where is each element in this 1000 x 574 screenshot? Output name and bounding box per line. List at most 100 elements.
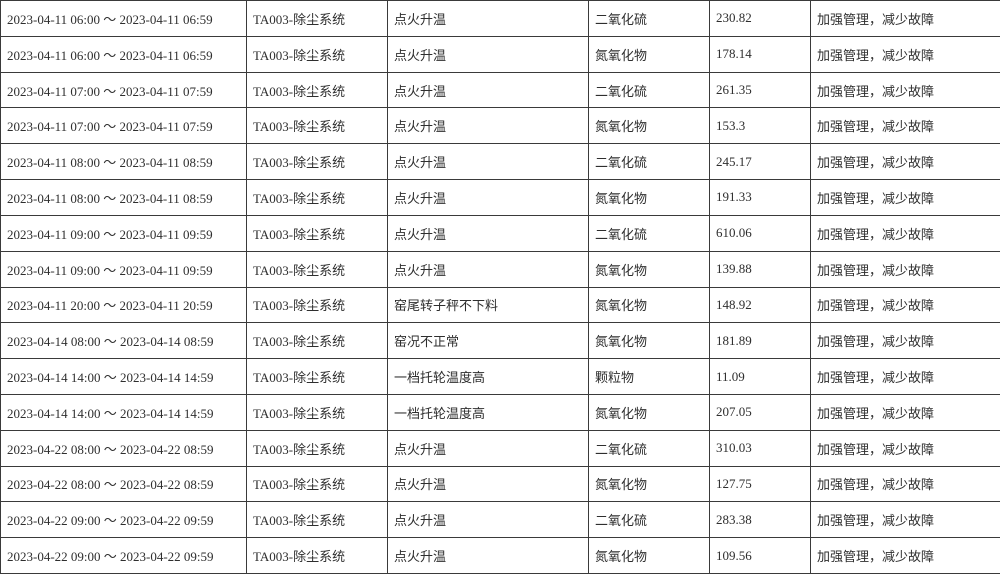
cell-pollutant: 二氧化硫 [588,214,710,252]
cell-value: 178.14 [709,35,811,73]
cell-system: TA003-除尘系统 [246,35,388,73]
cell-pollutant: 氮氧化物 [588,286,710,324]
table-row: 2023-04-14 14:00 ～ 2023-04-14 14:59 TA00… [0,393,1000,431]
table-row: 2023-04-11 09:00 ～ 2023-04-11 09:59 TA00… [0,250,1000,288]
table-row: 2023-04-11 06:00 ～ 2023-04-11 06:59 TA00… [0,35,1000,73]
cell-time-range: 2023-04-22 09:00 ～ 2023-04-22 09:59 [0,537,247,574]
cell-suggestion: 加强管理，减少故障 [810,393,1000,431]
cell-value: 245.17 [709,143,811,181]
cell-time-range: 2023-04-11 08:00 ～ 2023-04-11 08:59 [0,143,247,181]
cell-pollutant: 氮氧化物 [588,465,710,503]
cell-time-range: 2023-04-11 06:00 ～ 2023-04-11 06:59 [0,35,247,73]
table-row: 2023-04-11 07:00 ～ 2023-04-11 07:59 TA00… [0,107,1000,145]
cell-reason: 点火升温 [387,465,589,503]
cell-reason: 一档托轮温度高 [387,358,589,395]
cell-suggestion: 加强管理，减少故障 [810,107,1000,145]
cell-value: 153.3 [709,107,811,145]
table-row: 2023-04-22 09:00 ～ 2023-04-22 09:59 TA00… [0,501,1000,539]
cell-time-range: 2023-04-14 14:00 ～ 2023-04-14 14:59 [0,393,247,431]
cell-system: TA003-除尘系统 [246,429,388,467]
cell-time-range: 2023-04-14 14:00 ～ 2023-04-14 14:59 [0,358,247,395]
cell-value: 261.35 [709,71,811,109]
cell-suggestion: 加强管理，减少故障 [810,429,1000,467]
cell-time-range: 2023-04-22 08:00 ～ 2023-04-22 08:59 [0,465,247,503]
cell-system: TA003-除尘系统 [246,537,388,574]
cell-system: TA003-除尘系统 [246,214,388,252]
cell-reason: 窑尾转子秤不下料 [387,286,589,324]
cell-suggestion: 加强管理，减少故障 [810,501,1000,539]
cell-pollutant: 二氧化硫 [588,71,710,109]
cell-time-range: 2023-04-11 08:00 ～ 2023-04-11 08:59 [0,179,247,216]
cell-pollutant: 二氧化硫 [588,143,710,181]
cell-system: TA003-除尘系统 [246,393,388,431]
cell-value: 127.75 [709,465,811,503]
cell-pollutant: 二氧化硫 [588,501,710,539]
table-row: 2023-04-11 08:00 ～ 2023-04-11 08:59 TA00… [0,143,1000,181]
table-row: 2023-04-11 06:00 ～ 2023-04-11 06:59 TA00… [0,0,1000,37]
cell-reason: 点火升温 [387,250,589,288]
table-row: 2023-04-22 08:00 ～ 2023-04-22 08:59 TA00… [0,429,1000,467]
cell-value: 230.82 [709,0,811,37]
cell-time-range: 2023-04-11 09:00 ～ 2023-04-11 09:59 [0,250,247,288]
cell-value: 207.05 [709,393,811,431]
cell-suggestion: 加强管理，减少故障 [810,537,1000,574]
cell-time-range: 2023-04-22 09:00 ～ 2023-04-22 09:59 [0,501,247,539]
cell-system: TA003-除尘系统 [246,465,388,503]
cell-pollutant: 氮氧化物 [588,35,710,73]
cell-reason: 点火升温 [387,501,589,539]
cell-pollutant: 氮氧化物 [588,393,710,431]
cell-suggestion: 加强管理，减少故障 [810,465,1000,503]
cell-reason: 点火升温 [387,179,589,216]
cell-system: TA003-除尘系统 [246,179,388,216]
cell-reason: 点火升温 [387,0,589,37]
cell-system: TA003-除尘系统 [246,286,388,324]
table-row: 2023-04-11 08:00 ～ 2023-04-11 08:59 TA00… [0,179,1000,216]
cell-pollutant: 二氧化硫 [588,429,710,467]
cell-reason: 一档托轮温度高 [387,393,589,431]
cell-system: TA003-除尘系统 [246,358,388,395]
table-row: 2023-04-22 08:00 ～ 2023-04-22 08:59 TA00… [0,465,1000,503]
cell-suggestion: 加强管理，减少故障 [810,250,1000,288]
cell-value: 283.38 [709,501,811,539]
table-row: 2023-04-22 09:00 ～ 2023-04-22 09:59 TA00… [0,537,1000,574]
cell-value: 181.89 [709,322,811,360]
cell-system: TA003-除尘系统 [246,143,388,181]
cell-suggestion: 加强管理，减少故障 [810,214,1000,252]
cell-pollutant: 氮氧化物 [588,250,710,288]
cell-value: 109.56 [709,537,811,574]
cell-value: 148.92 [709,286,811,324]
cell-suggestion: 加强管理，减少故障 [810,322,1000,360]
cell-reason: 点火升温 [387,214,589,252]
cell-pollutant: 氮氧化物 [588,537,710,574]
table-row: 2023-04-14 14:00 ～ 2023-04-14 14:59 TA00… [0,358,1000,395]
cell-value: 310.03 [709,429,811,467]
cell-system: TA003-除尘系统 [246,71,388,109]
cell-suggestion: 加强管理，减少故障 [810,358,1000,395]
cell-suggestion: 加强管理，减少故障 [810,143,1000,181]
cell-suggestion: 加强管理，减少故障 [810,35,1000,73]
cell-reason: 点火升温 [387,35,589,73]
cell-value: 610.06 [709,214,811,252]
cell-time-range: 2023-04-14 08:00 ～ 2023-04-14 08:59 [0,322,247,360]
cell-suggestion: 加强管理，减少故障 [810,0,1000,37]
cell-pollutant: 氮氧化物 [588,107,710,145]
cell-value: 191.33 [709,179,811,216]
cell-system: TA003-除尘系统 [246,0,388,37]
table-row: 2023-04-14 08:00 ～ 2023-04-14 08:59 TA00… [0,322,1000,360]
cell-reason: 点火升温 [387,143,589,181]
cell-pollutant: 二氧化硫 [588,0,710,37]
cell-time-range: 2023-04-22 08:00 ～ 2023-04-22 08:59 [0,429,247,467]
cell-system: TA003-除尘系统 [246,501,388,539]
cell-time-range: 2023-04-11 20:00 ～ 2023-04-11 20:59 [0,286,247,324]
cell-time-range: 2023-04-11 06:00 ～ 2023-04-11 06:59 [0,0,247,37]
table-row: 2023-04-11 20:00 ～ 2023-04-11 20:59 TA00… [0,286,1000,324]
cell-suggestion: 加强管理，减少故障 [810,286,1000,324]
cell-pollutant: 颗粒物 [588,358,710,395]
cell-system: TA003-除尘系统 [246,322,388,360]
cell-time-range: 2023-04-11 09:00 ～ 2023-04-11 09:59 [0,214,247,252]
cell-suggestion: 加强管理，减少故障 [810,179,1000,216]
cell-reason: 点火升温 [387,537,589,574]
cell-pollutant: 氮氧化物 [588,179,710,216]
